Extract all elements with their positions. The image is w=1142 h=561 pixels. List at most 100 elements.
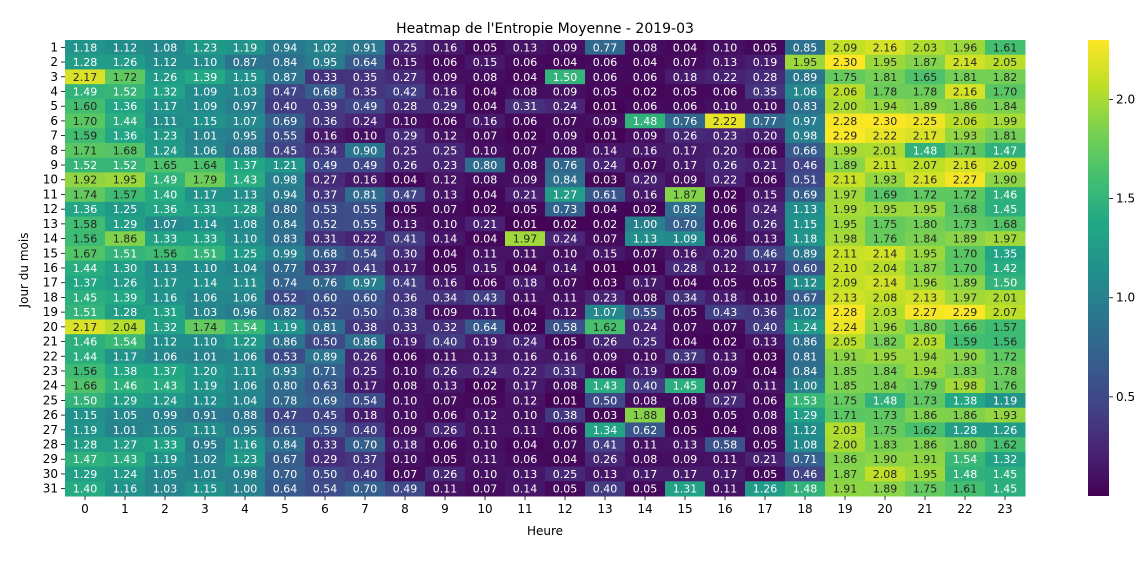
heatmap-cell (945, 275, 986, 291)
heatmap-cell (585, 466, 626, 482)
heatmap-cell-label: 0.10 (393, 394, 418, 407)
heatmap-cell (705, 142, 746, 159)
y-tick-label: 21 (43, 335, 58, 349)
heatmap-cell-label: 1.05 (113, 409, 138, 422)
heatmap-cell-label: 0.03 (593, 277, 618, 290)
heatmap-cell (905, 69, 946, 85)
heatmap-cell-label: 2.07 (993, 306, 1018, 319)
heatmap-cell (145, 334, 186, 350)
heatmap-cell (65, 275, 106, 291)
heatmap-cell-label: 0.06 (473, 277, 498, 290)
heatmap-cell-label: 1.73 (913, 394, 938, 407)
heatmap-cell-label: 1.44 (73, 350, 98, 363)
heatmap-cell-label: 0.17 (513, 380, 538, 393)
heatmap-cell-label: 1.86 (953, 409, 978, 422)
heatmap-cell (865, 393, 906, 409)
heatmap-cell (705, 319, 746, 335)
heatmap-cell (225, 275, 266, 291)
heatmap-cell-label: 0.42 (393, 85, 418, 98)
heatmap-cell (905, 98, 946, 115)
heatmap-cell (705, 407, 746, 423)
heatmap-cell-label: 2.09 (833, 277, 858, 290)
heatmap-cell (585, 40, 626, 56)
heatmap-cell (545, 40, 586, 56)
heatmap-cell (465, 113, 506, 129)
heatmap-cell (945, 466, 986, 482)
heatmap-cell (865, 113, 906, 129)
heatmap-cell-label: 0.46 (793, 468, 818, 481)
heatmap-cell-label: 0.62 (633, 424, 658, 437)
heatmap-cell (345, 157, 386, 173)
heatmap-cell-label: 1.93 (873, 174, 898, 187)
heatmap-cell-label: 1.45 (993, 203, 1018, 216)
heatmap-cell (825, 128, 866, 144)
heatmap-cell (425, 201, 466, 218)
heatmap-cell-label: 0.04 (433, 247, 458, 260)
heatmap-cell (225, 201, 266, 218)
heatmap-cell-label: 0.16 (353, 174, 378, 187)
heatmap-cell (265, 231, 306, 247)
heatmap-cell (905, 348, 946, 365)
heatmap-cell-label: 0.31 (553, 365, 578, 378)
x-tick-label: 12 (557, 502, 572, 516)
heatmap-cell (945, 142, 986, 159)
heatmap-cell-label: 1.78 (913, 85, 938, 98)
y-tick-label: 7 (50, 129, 58, 143)
heatmap-cell (265, 304, 306, 320)
heatmap-cell (985, 422, 1026, 438)
heatmap-cell (225, 69, 266, 85)
heatmap-cell-label: 1.57 (993, 321, 1018, 334)
heatmap-cell (625, 172, 666, 188)
heatmap-cell-label: 0.13 (753, 336, 778, 349)
heatmap-cell (385, 304, 426, 320)
heatmap-cell (865, 348, 906, 365)
heatmap-cell-label: 0.69 (793, 188, 818, 201)
heatmap-cell-label: 1.96 (873, 321, 898, 334)
heatmap-cell (905, 481, 946, 497)
heatmap-cell-label: 1.50 (73, 394, 98, 407)
x-tick-label: 20 (877, 502, 892, 516)
heatmap-cell (145, 378, 186, 394)
heatmap-cell-label: 0.08 (633, 41, 658, 54)
heatmap-cell (465, 348, 506, 365)
heatmap-cell (585, 142, 626, 159)
heatmap-cell (345, 187, 386, 203)
heatmap-cell (425, 422, 466, 438)
heatmap-cell (825, 157, 866, 173)
heatmap-cell-label: 0.21 (513, 188, 538, 201)
heatmap-cell (785, 69, 826, 85)
heatmap-cell (825, 437, 866, 453)
heatmap-cell (585, 113, 626, 129)
heatmap-cell (385, 187, 426, 203)
heatmap-cell-label: 1.02 (313, 41, 338, 54)
heatmap-cell-label: 1.07 (153, 218, 178, 231)
heatmap-cell (425, 348, 466, 365)
heatmap-cell (665, 422, 706, 438)
heatmap-cell (145, 437, 186, 453)
heatmap-cell (985, 290, 1026, 306)
heatmap-cell-label: 1.29 (73, 468, 98, 481)
heatmap-cell-label: 0.04 (473, 100, 498, 113)
heatmap-cell-label: 0.26 (593, 453, 618, 466)
heatmap-cell (305, 157, 346, 173)
heatmap-cell (865, 98, 906, 115)
heatmap-cell-label: 2.03 (873, 306, 898, 319)
heatmap-cell-label: 1.43 (233, 174, 258, 187)
heatmap-cell-label: 0.10 (393, 115, 418, 128)
heatmap-cell (705, 481, 746, 497)
heatmap-cell-label: 0.10 (393, 365, 418, 378)
heatmap-cell (505, 290, 546, 306)
y-tick-label: 28 (43, 438, 58, 452)
heatmap-cell-label: 0.98 (273, 174, 298, 187)
heatmap-cell (545, 304, 586, 320)
heatmap-cell-label: 0.09 (553, 41, 578, 54)
heatmap-cell-label: 0.37 (313, 188, 338, 201)
heatmap-cell-label: 0.06 (433, 409, 458, 422)
heatmap-cell-label: 2.30 (873, 115, 898, 128)
y-tick-label: 14 (43, 232, 58, 246)
y-tick-label: 22 (43, 349, 58, 363)
heatmap-cell (465, 275, 506, 291)
heatmap-cell (545, 275, 586, 291)
heatmap-cell (545, 113, 586, 129)
heatmap-cell-label: 1.45 (73, 291, 98, 304)
